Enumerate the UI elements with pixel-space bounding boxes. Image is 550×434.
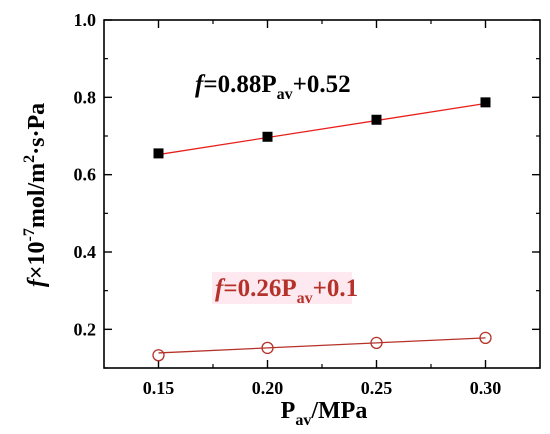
axis-ticks: 0.15 0.20 0.25 0.30 0.2 0.4 0.6 0.8 1.0 xyxy=(74,10,540,398)
data-point-series-1 xyxy=(262,131,273,142)
fit-lines xyxy=(158,102,486,354)
equation-label-series-1: f=0.88Pav+0.52 xyxy=(195,71,351,103)
data-points xyxy=(152,97,492,362)
data-point-series-2 xyxy=(152,349,165,362)
data-point-series-2 xyxy=(479,331,492,344)
equation-label-highlight xyxy=(212,272,352,304)
data-point-series-2 xyxy=(370,336,383,350)
y-tick-label: 0.6 xyxy=(74,165,97,185)
x-tick-label: 0.25 xyxy=(361,378,393,398)
x-tick-label: 0.30 xyxy=(470,378,502,398)
x-tick-label: 0.15 xyxy=(143,378,175,398)
y-tick-label: 0.4 xyxy=(74,242,97,262)
data-point-series-1 xyxy=(153,148,164,159)
equation-label-series-2: f=0.26Pav+0.1 xyxy=(215,275,358,307)
y-tick-label: 0.8 xyxy=(74,87,97,107)
fit-line-series-2 xyxy=(158,337,486,354)
y-tick-label: 1.0 xyxy=(74,10,97,30)
x-axis-label: Pav/MPa xyxy=(281,398,368,429)
y-axis-label: f×10-7mol/m2·s·Pa xyxy=(21,103,50,287)
data-point-series-1 xyxy=(371,114,382,125)
y-tick-label: 0.2 xyxy=(74,319,97,339)
x-tick-label: 0.20 xyxy=(252,378,284,398)
fit-line-series-1 xyxy=(158,102,486,156)
data-point-series-2 xyxy=(261,341,274,355)
data-point-series-1 xyxy=(480,97,491,108)
